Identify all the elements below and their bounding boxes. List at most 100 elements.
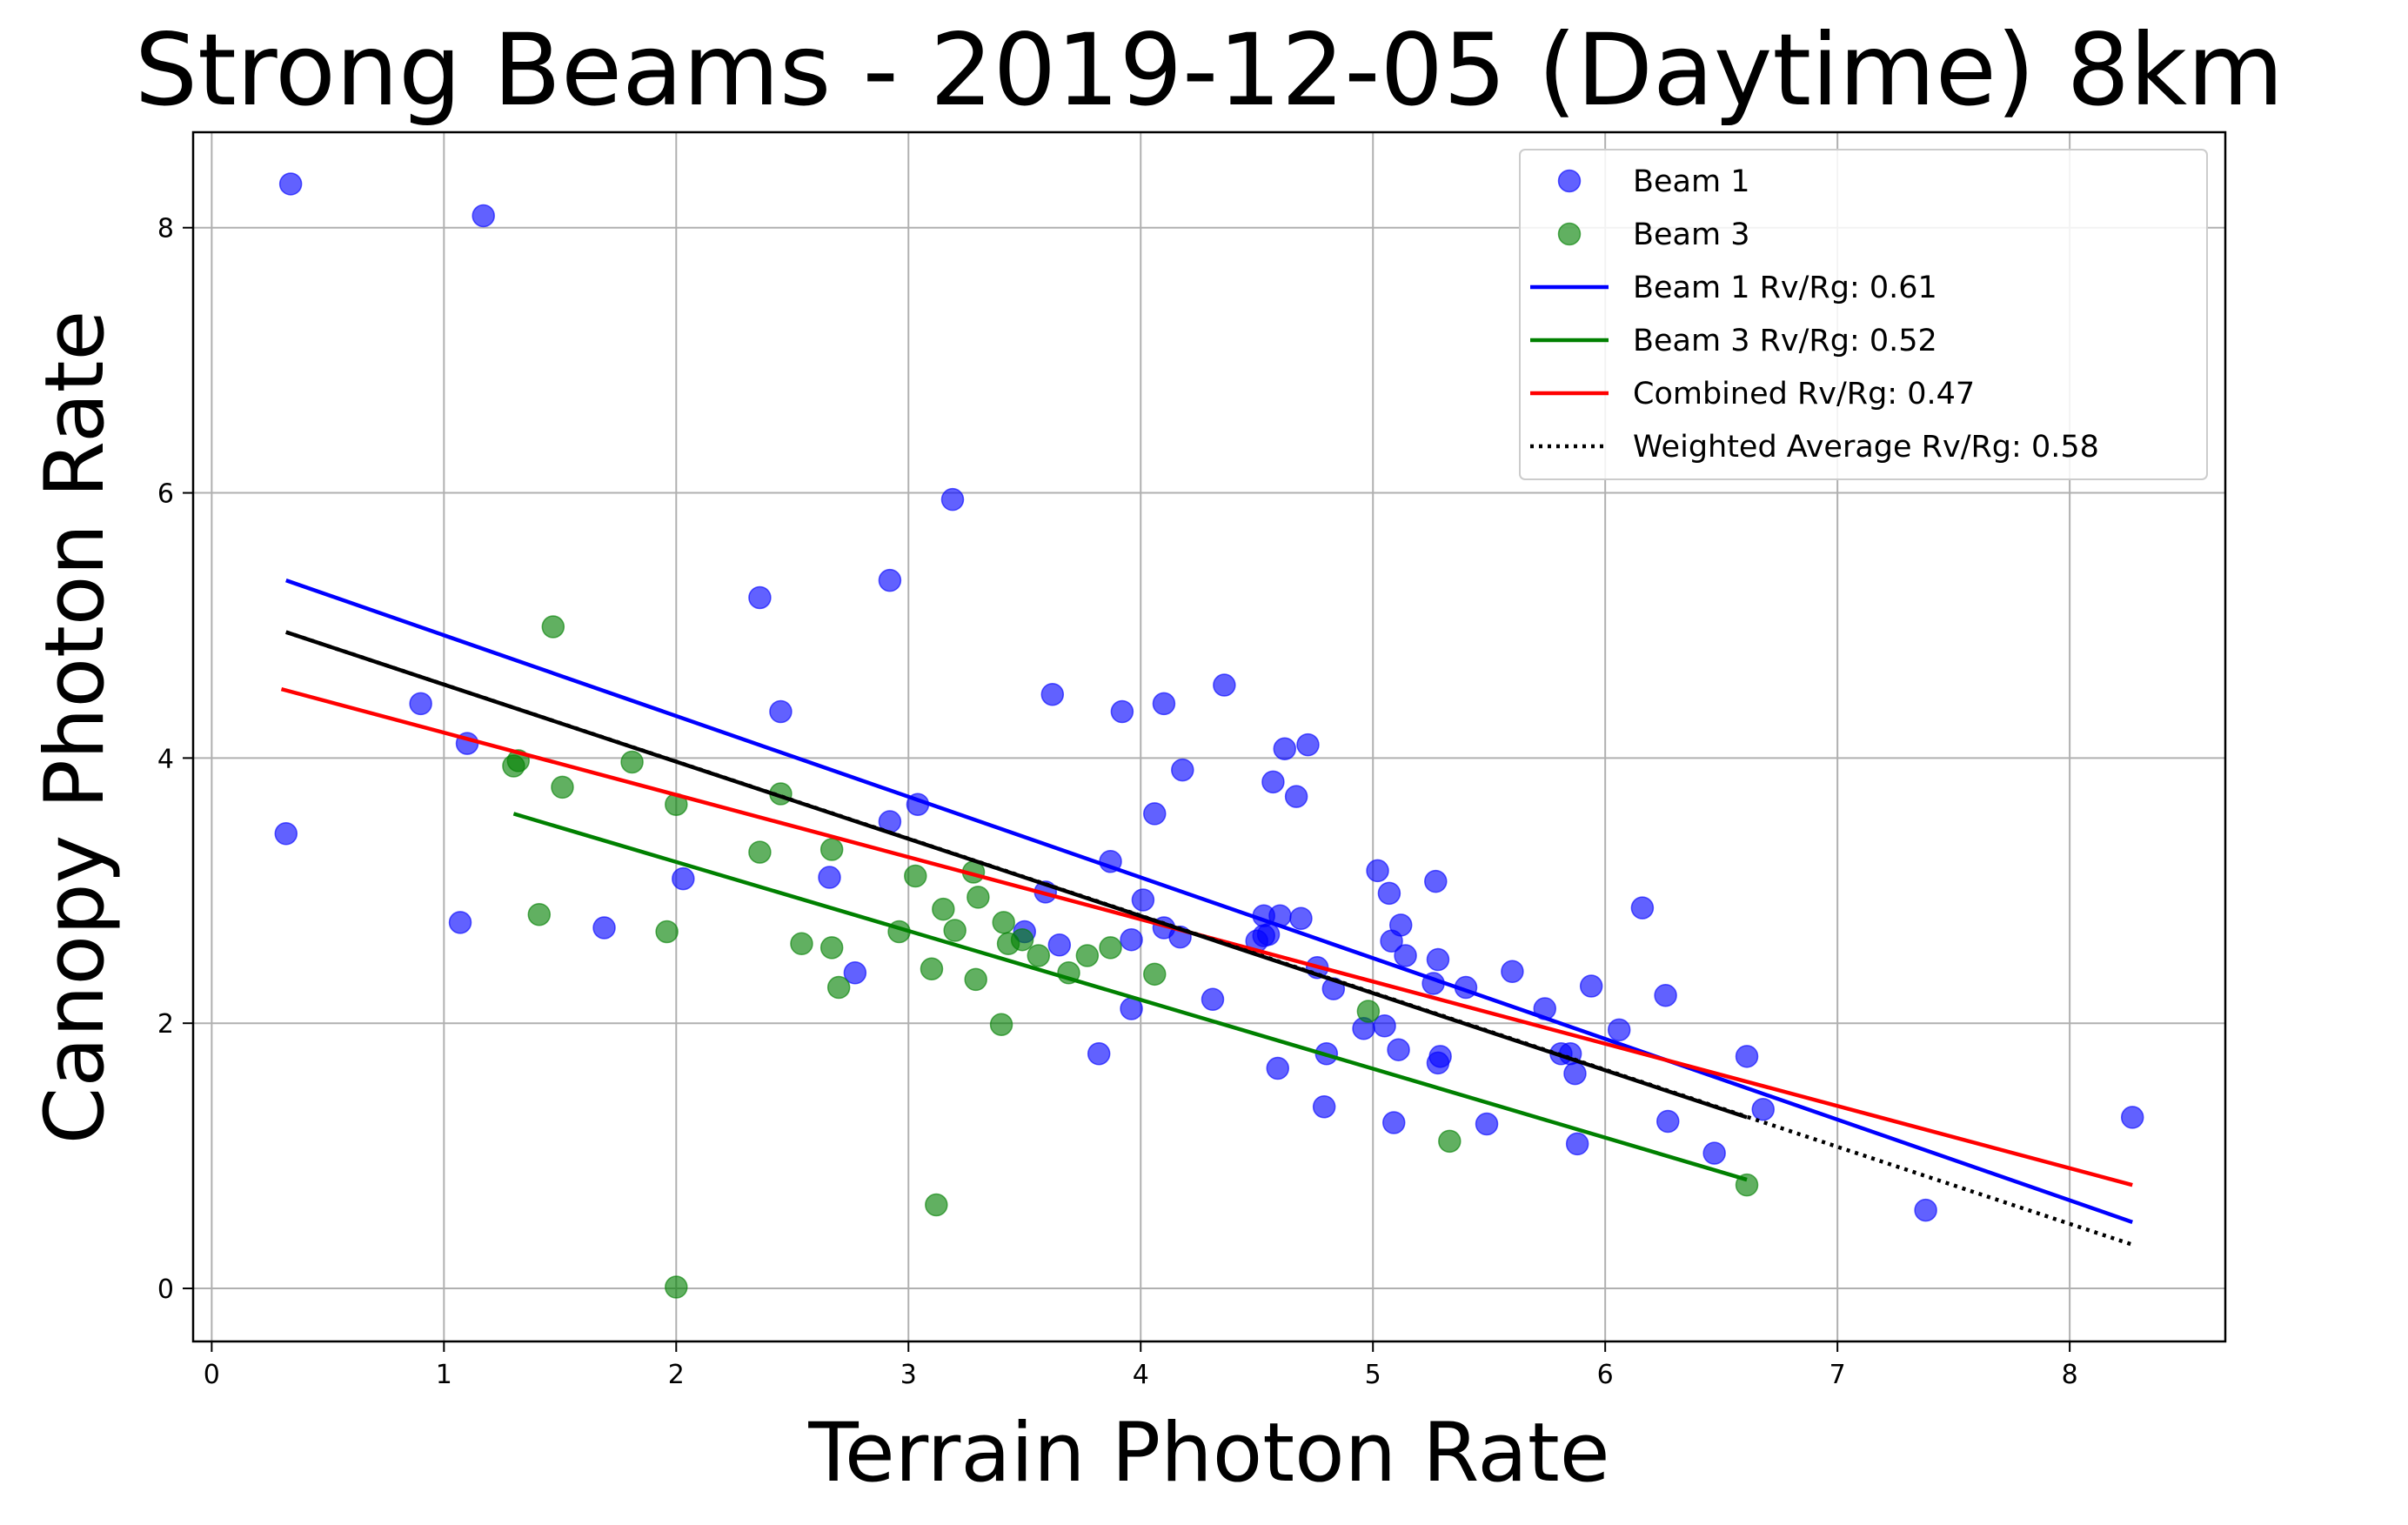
x-tick-label: 7 xyxy=(1829,1360,1846,1390)
scatter-point xyxy=(1075,944,1100,967)
scatter-point xyxy=(826,975,851,1000)
series-layer xyxy=(274,172,2144,1299)
scatter-point xyxy=(1266,1056,1290,1080)
legend-label: Weighted Average Rv/Rg: 0.58 xyxy=(1633,430,2099,465)
scatter-point xyxy=(790,932,813,956)
scatter-point xyxy=(940,487,965,512)
scatter-point xyxy=(1426,947,1450,972)
y-axis-title: Canopy Photon Rate xyxy=(28,311,123,1145)
scatter-point xyxy=(748,585,772,610)
scatter-point xyxy=(1171,758,1194,782)
legend-box xyxy=(1519,149,2208,480)
scatter-point xyxy=(1047,933,1072,957)
scatter-point xyxy=(1387,1038,1410,1061)
scatter-point xyxy=(748,840,772,864)
scatter-point xyxy=(769,699,793,724)
series-1-points xyxy=(274,172,2144,1222)
scatter-point xyxy=(672,866,695,891)
y-tick-label: 6 xyxy=(157,479,174,510)
legend-label: Beam 1 xyxy=(1633,164,1749,199)
legend-item: Beam 1 xyxy=(1557,164,1749,199)
x-axis-title: Terrain Photon Rate xyxy=(807,1406,1609,1501)
legend-label: Combined Rv/Rg: 0.47 xyxy=(1633,377,1975,411)
scatter-point xyxy=(1040,682,1065,706)
series-7-line xyxy=(285,630,1748,1120)
legend-label: Beam 1 Rv/Rg: 0.61 xyxy=(1633,271,1937,305)
series-3-line xyxy=(285,579,2133,1224)
x-tick-label: 0 xyxy=(204,1360,220,1390)
scatter-point xyxy=(1356,1000,1381,1023)
scatter-point xyxy=(1389,913,1413,937)
scatter-point xyxy=(904,864,927,888)
scatter-point xyxy=(620,750,644,774)
scatter-point xyxy=(551,775,574,799)
scatter-point xyxy=(409,692,432,716)
scatter-point xyxy=(1377,881,1401,906)
scatter-point xyxy=(541,615,565,639)
x-tick-label: 1 xyxy=(436,1360,452,1390)
x-tick-label: 3 xyxy=(900,1360,917,1390)
legend-label: Beam 3 xyxy=(1633,217,1749,252)
legend-item: Weighted Average Rv/Rg: 0.58 xyxy=(1530,430,2099,465)
series-2-points xyxy=(502,615,1759,1299)
scatter-point xyxy=(1152,692,1176,716)
scatter-point xyxy=(920,957,944,980)
legend-item: Beam 3 Rv/Rg: 0.52 xyxy=(1530,324,1937,358)
scatter-point xyxy=(1475,1112,1499,1136)
scatter-point xyxy=(665,1275,688,1299)
scatter-point xyxy=(1213,673,1236,697)
scatter-point xyxy=(1312,1094,1336,1119)
scatter-point xyxy=(1131,888,1155,912)
y-tick-label: 8 xyxy=(157,214,174,244)
scatter-point xyxy=(878,568,902,592)
scatter-point xyxy=(1284,785,1308,808)
scatter-point xyxy=(1565,1132,1589,1156)
scatter-point xyxy=(1261,770,1285,794)
series-4-line xyxy=(512,812,1748,1182)
scatter-point xyxy=(964,967,987,992)
scatter-point xyxy=(1702,1141,1726,1165)
scatter-point xyxy=(1273,737,1297,760)
scatter-point xyxy=(1366,859,1389,883)
scatter-point xyxy=(1201,987,1225,1012)
scatter-point xyxy=(1143,802,1167,826)
scatter-point xyxy=(1654,983,1677,1007)
scatter-point xyxy=(1424,869,1448,893)
scatter-point xyxy=(1501,960,1524,984)
scatter-point xyxy=(1110,699,1134,724)
scatter-point xyxy=(1735,1045,1759,1068)
scatter-point xyxy=(943,919,967,942)
y-tick-label: 0 xyxy=(157,1274,174,1305)
scatter-point xyxy=(819,838,844,861)
scatter-point xyxy=(1607,1018,1631,1042)
scatter-point xyxy=(1630,896,1655,920)
scatter-point xyxy=(1099,936,1122,960)
scatter-point xyxy=(1751,1098,1775,1121)
scatter-point xyxy=(1256,922,1281,946)
x-tick-label: 4 xyxy=(1133,1360,1149,1390)
scatter-point xyxy=(274,822,298,846)
legend-item: Beam 1 Rv/Rg: 0.61 xyxy=(1530,271,1937,305)
scatter-point xyxy=(1010,927,1034,952)
scatter-point xyxy=(1027,944,1051,967)
scatter-point xyxy=(2120,1106,2144,1129)
scatter-point xyxy=(1296,732,1320,757)
scatter-point xyxy=(1656,1109,1680,1134)
scatter-point xyxy=(1914,1198,1937,1222)
scatter-point xyxy=(967,886,990,909)
scatter-point xyxy=(278,172,303,196)
scatter-point xyxy=(1087,1042,1111,1066)
scatter-point xyxy=(843,961,867,985)
legend-marker xyxy=(1557,169,1582,193)
x-tick-label: 6 xyxy=(1597,1360,1614,1390)
legend-item: Beam 3 xyxy=(1557,217,1749,252)
scatter-point xyxy=(1120,927,1143,952)
scatter-point xyxy=(1289,906,1313,931)
scatter-point xyxy=(1373,1014,1396,1038)
legend-label: Beam 3 Rv/Rg: 0.52 xyxy=(1633,324,1937,358)
scatter-point xyxy=(992,911,1015,934)
scatter-point xyxy=(472,204,495,228)
scatter-point xyxy=(925,1193,948,1217)
scatter-point xyxy=(448,911,472,934)
